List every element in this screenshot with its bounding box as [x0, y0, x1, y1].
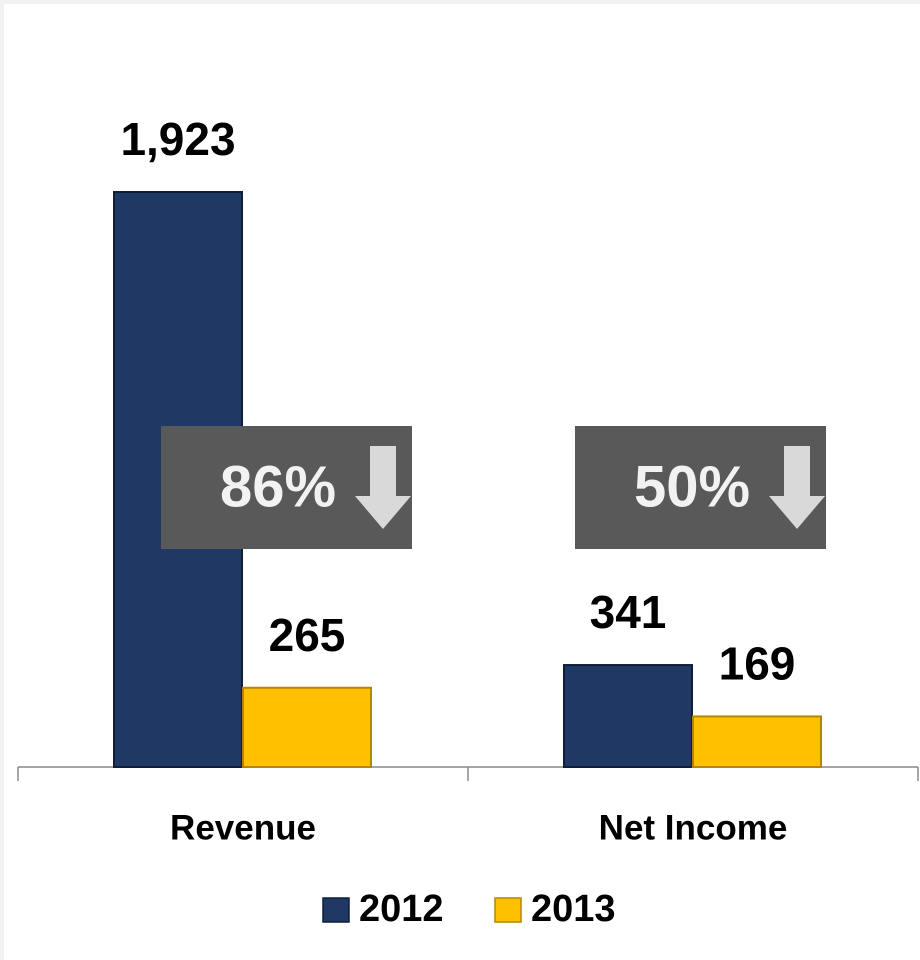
x-tick-label: Net Income — [599, 808, 788, 847]
value-label: 1,923 — [120, 113, 235, 165]
legend-label: 2013 — [531, 888, 616, 930]
value-label: 341 — [590, 586, 667, 638]
value-label: 265 — [269, 609, 346, 661]
legend-label: 2012 — [359, 888, 444, 930]
annotation: 86% — [220, 454, 336, 519]
down-arrow — [769, 446, 825, 529]
bar — [242, 686, 372, 769]
bar — [692, 715, 822, 768]
down-arrow — [355, 446, 411, 529]
legend-swatch — [322, 897, 350, 923]
bar — [563, 664, 693, 769]
legend-swatch — [494, 897, 522, 923]
annotation: 50% — [634, 454, 750, 519]
value-label: 169 — [719, 638, 796, 690]
x-tick-label: Revenue — [170, 808, 316, 847]
